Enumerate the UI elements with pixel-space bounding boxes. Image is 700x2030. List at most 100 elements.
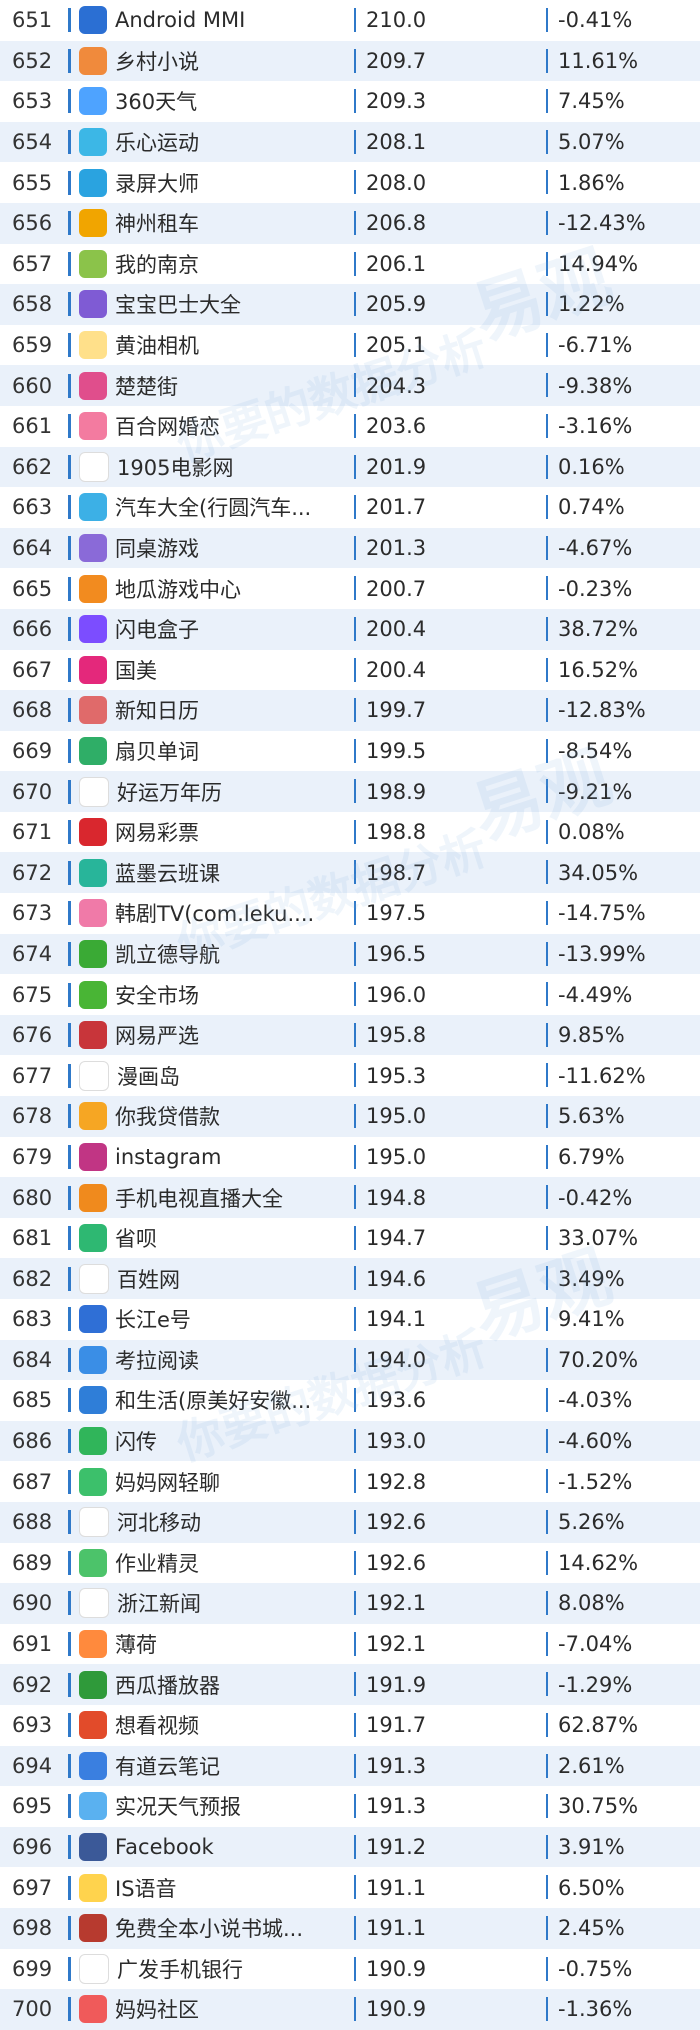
value-cell: 191.2: [366, 1835, 427, 1860]
change-cell: -8.54%: [558, 738, 633, 763]
table-row: 659 黄油相机 205.1 -6.71%: [0, 325, 700, 366]
rank-divider: [68, 1144, 71, 1169]
table-row: 664 同桌游戏 201.3 -4.67%: [0, 527, 700, 569]
column-divider: [354, 1712, 356, 1737]
column-divider: [546, 1997, 548, 2022]
value-cell: 206.8: [366, 211, 427, 236]
change-cell: 5.26%: [558, 1510, 625, 1535]
column-divider: [354, 1225, 356, 1250]
change-cell: 0.16%: [558, 454, 625, 479]
rank-cell: 681: [12, 1226, 53, 1251]
gome-icon: [79, 655, 107, 684]
column-divider: [354, 779, 356, 804]
koala-icon: [79, 1345, 107, 1374]
column-divider: [546, 901, 548, 926]
value-cell: 206.1: [366, 251, 427, 276]
table-row: 652 乡村小说 209.7 11.61%: [0, 40, 700, 82]
rank-divider: [68, 89, 71, 114]
rank-cell: 655: [12, 170, 53, 195]
value-cell: 195.0: [366, 1144, 427, 1169]
app-name: 乐心运动: [115, 131, 199, 156]
rank-divider: [68, 8, 71, 33]
column-divider: [354, 1307, 356, 1331]
app-name: 有道云笔记: [115, 1754, 220, 1779]
column-divider: [546, 413, 548, 438]
table-row: 699 广发手机银行 190.9 -0.75%: [0, 1949, 700, 1990]
column-divider: [546, 89, 548, 114]
tv-icon: [79, 899, 107, 928]
column-divider: [546, 1956, 548, 1981]
rank-divider: [68, 1063, 71, 1088]
change-cell: -12.83%: [558, 698, 646, 723]
rank-cell: 689: [12, 1550, 53, 1575]
column-divider: [354, 1550, 356, 1575]
rank-divider: [68, 576, 71, 601]
change-cell: 3.49%: [558, 1266, 625, 1291]
app-name: 国美: [115, 658, 157, 683]
change-cell: 38.72%: [558, 617, 639, 642]
change-cell: 5.63%: [558, 1104, 625, 1129]
value-cell: 194.1: [366, 1307, 427, 1332]
value-cell: 193.6: [366, 1388, 427, 1413]
column-divider: [546, 576, 548, 601]
calendar29-icon: [79, 776, 109, 807]
column-divider: [546, 210, 548, 235]
table-row: 695 实况天气预报 191.3 30.75%: [0, 1786, 700, 1827]
column-divider: [546, 1185, 548, 1210]
change-cell: -3.16%: [558, 414, 633, 439]
rank-divider: [68, 1875, 71, 1900]
app-name: 河北移动: [117, 1511, 201, 1536]
column-divider: [546, 1794, 548, 1819]
table-row: 686 闪传 193.0 -4.60%: [0, 1420, 700, 1462]
column-divider: [354, 1794, 356, 1819]
note-icon: [79, 1751, 107, 1780]
car-icon: [79, 209, 107, 238]
rank-divider: [68, 1916, 71, 1941]
change-cell: -0.23%: [558, 576, 633, 601]
rank-cell: 651: [12, 8, 53, 33]
change-cell: 1.86%: [558, 170, 625, 195]
column-divider: [354, 89, 356, 114]
column-divider: [546, 1266, 548, 1291]
table-row: 687 妈妈网轻聊 192.8 -1.52%: [0, 1461, 700, 1502]
rank-cell: 670: [12, 779, 53, 804]
table-row: 677 漫画岛 195.3 -11.62%: [0, 1055, 700, 1096]
calendar-icon: [79, 696, 107, 725]
app-name: 手机电视直播大全: [115, 1186, 283, 1211]
rank-divider: [68, 1347, 71, 1372]
column-divider: [354, 616, 356, 641]
column-divider: [354, 332, 356, 357]
yanxuan-icon: [79, 1021, 107, 1050]
rank-cell: 662: [12, 454, 53, 479]
change-cell: -14.75%: [558, 901, 646, 926]
rank-cell: 666: [12, 617, 53, 642]
app-name: 网易严选: [115, 1024, 199, 1049]
change-cell: 30.75%: [558, 1794, 639, 1819]
column-divider: [546, 1550, 548, 1575]
app-name: Facebook: [115, 1835, 214, 1860]
app-name: 地瓜游戏中心: [115, 577, 241, 602]
rank-cell: 661: [12, 414, 53, 439]
table-row: 693 想看视频 191.7 62.87%: [0, 1705, 700, 1746]
column-divider: [546, 1063, 548, 1088]
app-name: 网易彩票: [115, 821, 199, 846]
rank-cell: 699: [12, 1956, 53, 1981]
bank-icon: [79, 1953, 109, 1984]
table-row: 681 省呗 194.7 33.07%: [0, 1218, 700, 1259]
rank-divider: [68, 1469, 71, 1494]
rank-cell: 656: [12, 211, 53, 236]
change-cell: 14.62%: [558, 1550, 639, 1575]
table-row: 654 乐心运动 208.1 5.07%: [0, 121, 700, 163]
rank-cell: 682: [12, 1266, 53, 1291]
rank-cell: 691: [12, 1632, 53, 1657]
column-divider: [546, 170, 548, 195]
column-divider: [546, 1388, 548, 1413]
value-cell: 198.8: [366, 820, 427, 845]
rank-divider: [68, 738, 71, 763]
rank-divider: [68, 454, 71, 479]
rank-divider: [68, 1307, 71, 1332]
lily-icon: [79, 412, 107, 441]
homework-icon: [79, 1548, 107, 1577]
app-name: 新知日历: [115, 699, 199, 724]
app-name: 黄油相机: [115, 334, 199, 359]
